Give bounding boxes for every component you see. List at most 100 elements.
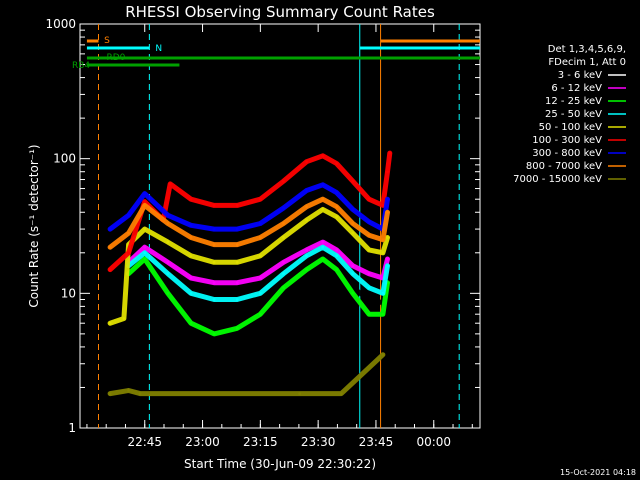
annotation-label: S: [104, 36, 110, 46]
series-point: [258, 276, 262, 280]
series-point: [108, 268, 112, 272]
y-tick-label: 100: [53, 152, 76, 166]
series-point: [127, 389, 130, 392]
series-point: [321, 183, 325, 187]
series-point: [321, 245, 325, 249]
series-point: [189, 304, 193, 308]
series-point: [335, 254, 339, 258]
series-point: [166, 291, 170, 295]
series-line: [107, 196, 390, 250]
series-point: [235, 227, 239, 231]
series-point: [321, 240, 325, 244]
series-point: [235, 203, 239, 207]
series-point: [367, 233, 371, 237]
annotation-label: RD0: [106, 53, 125, 63]
legend-label: 300 - 800 keV: [532, 148, 602, 159]
series-point: [258, 291, 262, 295]
series-point: [282, 222, 285, 225]
series-point: [143, 200, 147, 203]
legend-label: 3 - 6 keV: [558, 70, 602, 81]
series-point: [305, 254, 308, 258]
series-point: [127, 231, 130, 235]
y-axis-label: Count Rate (s⁻¹ detector⁻¹): [27, 144, 41, 307]
series-point: [127, 251, 130, 255]
series: [107, 196, 390, 250]
series-point: [351, 264, 355, 268]
series-point: [321, 197, 325, 201]
y-tick-label: 1000: [45, 17, 76, 31]
x-tick-label: 23:45: [359, 435, 394, 449]
annotation-label: RB4: [72, 61, 90, 71]
x-tick-label: 23:15: [243, 435, 278, 449]
series-point: [282, 206, 285, 210]
series: [126, 239, 390, 286]
series-point: [212, 243, 216, 247]
series-point: [335, 162, 339, 165]
series-point: [321, 154, 325, 158]
series-point: [367, 272, 371, 276]
series-point: [212, 298, 216, 301]
legend-label: 7000 - 15000 keV: [513, 174, 602, 185]
legend-label: 800 - 7000 keV: [526, 161, 602, 172]
series-point: [212, 203, 216, 207]
series-point: [143, 251, 147, 255]
legend-label: 50 - 100 keV: [539, 122, 603, 133]
legend-label: 100 - 300 keV: [532, 135, 602, 146]
series-point: [367, 197, 371, 201]
series-point: [127, 213, 130, 217]
series-point: [351, 272, 355, 276]
series-point: [166, 281, 170, 285]
series-point: [386, 170, 389, 174]
series: [126, 244, 390, 302]
series: [126, 256, 390, 337]
series-point: [143, 245, 147, 249]
series-point: [235, 243, 239, 247]
timestamp: 15-Oct-2021 04:18: [560, 468, 636, 477]
annotation-layer: S N RD0 RB4: [72, 24, 480, 428]
series-point: [189, 223, 193, 227]
series-point: [305, 248, 308, 252]
series-point: [305, 205, 308, 209]
series-point: [381, 251, 385, 255]
series-point: [381, 312, 385, 316]
series-point: [282, 179, 285, 183]
series-point: [335, 215, 339, 219]
series-point: [166, 240, 170, 244]
series-point: [108, 321, 112, 325]
series-point: [335, 191, 339, 194]
series-point: [367, 312, 371, 316]
x-axis-label: Start Time (30-Jun-09 22:30:22): [184, 457, 376, 471]
series-point: [143, 227, 147, 231]
legend-label: 12 - 25 keV: [545, 96, 602, 107]
x-tick-label: 23:30: [301, 435, 336, 449]
series-point: [298, 392, 302, 396]
series-point: [321, 257, 325, 261]
series-point: [143, 192, 147, 196]
series-point: [189, 321, 193, 325]
series-point: [381, 291, 385, 295]
series-point: [189, 291, 193, 295]
series-point: [386, 264, 389, 268]
series-point: [108, 245, 112, 249]
series-point: [166, 213, 170, 217]
series-point: [143, 203, 147, 207]
series-point: [381, 238, 385, 242]
series-point: [189, 236, 193, 239]
x-tick-label: 22:45: [127, 435, 162, 449]
series-point: [335, 268, 339, 272]
series-point: [339, 392, 343, 396]
series-point: [258, 254, 262, 258]
x-tick-label: 00:00: [416, 435, 451, 449]
series-point: [367, 220, 371, 224]
series-point: [138, 392, 142, 396]
legend-label: 6 - 12 keV: [551, 83, 602, 94]
legend-header: FDecim 1, Att 0: [548, 57, 626, 68]
series-point: [386, 257, 389, 261]
series: [107, 352, 386, 397]
axis-ticks: 22:45 23:00 23:15 23:30 23:45 00:00 1 10 100 1000: [45, 17, 480, 449]
series-point: [305, 160, 308, 164]
series-point: [305, 268, 308, 272]
series-point: [212, 281, 216, 285]
series-point: [282, 286, 285, 290]
